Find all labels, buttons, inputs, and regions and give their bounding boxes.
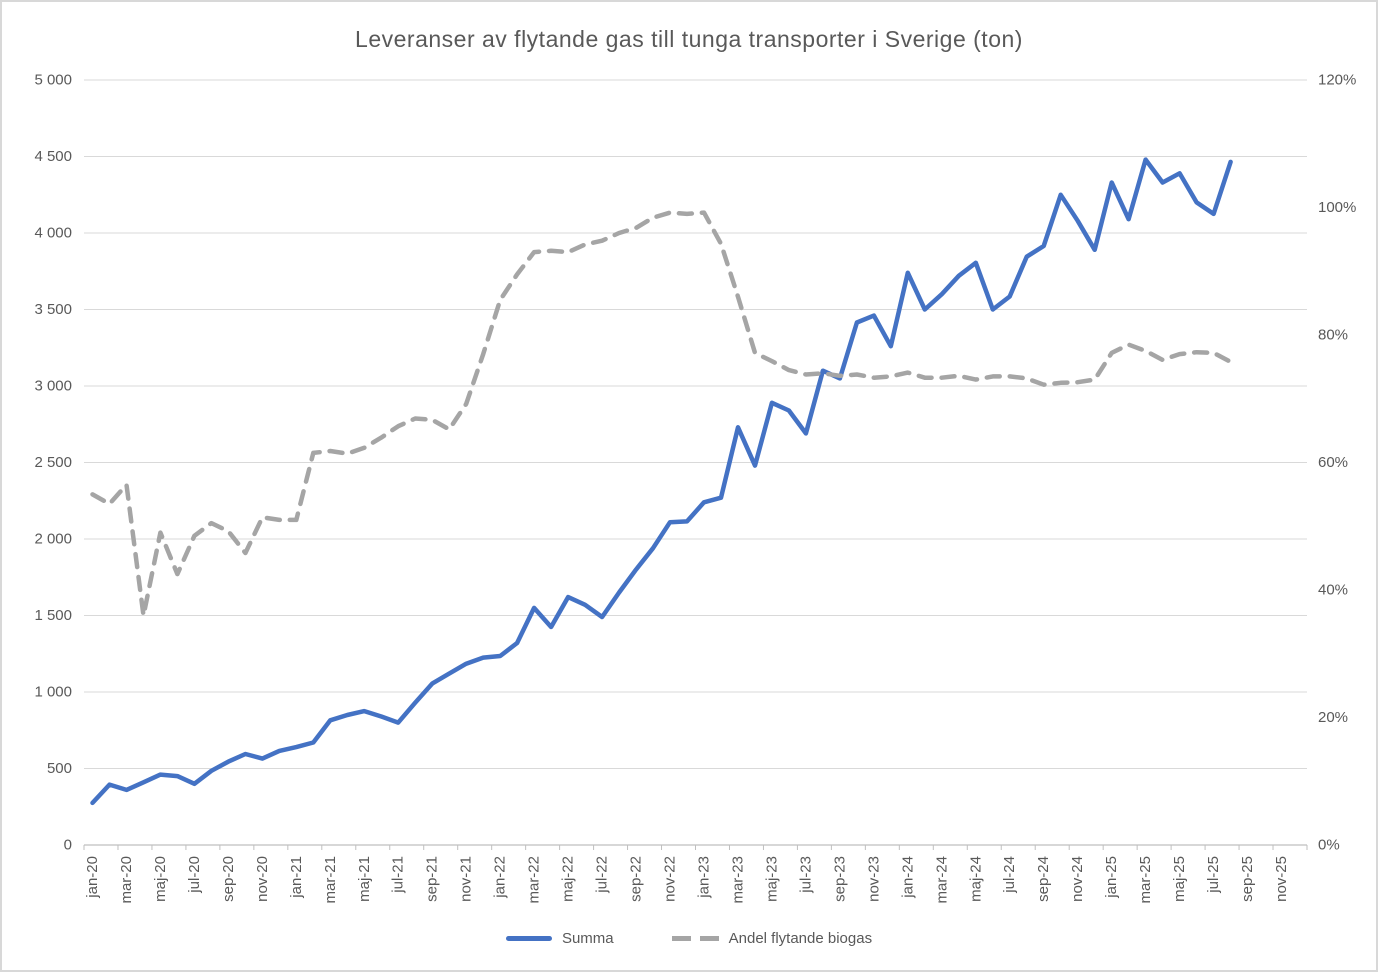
legend-label-andel-flytande-biogas: Andel flytande biogas <box>728 930 873 947</box>
x-tick-label: jul-25 <box>1205 856 1222 894</box>
y-right-tick-label: 80% <box>1318 327 1348 344</box>
x-tick-label: jan-24 <box>899 856 916 899</box>
x-axis <box>83 844 1308 850</box>
y-left-tick-label: 1 000 <box>34 684 72 701</box>
y-left-tick-label: 4 500 <box>34 148 72 165</box>
x-tick-label: jan-22 <box>492 856 509 899</box>
x-tick-label: nov-25 <box>1273 856 1290 902</box>
x-tick-label: sep-24 <box>1035 856 1052 902</box>
x-tick-label: maj-21 <box>356 856 373 902</box>
x-tick-label: jul-22 <box>594 856 611 894</box>
legend-item-andel-flytande-biogas: Andel flytande biogas <box>671 930 873 947</box>
legend-label-summa: Summa <box>561 930 614 947</box>
y-left-tick-label: 2 000 <box>34 531 72 548</box>
y-axis-right-labels: 0% 20% 40% 60% 80% 100% 120% <box>1318 72 1356 854</box>
y-right-tick-label: 60% <box>1318 454 1348 471</box>
y-left-tick-label: 3 000 <box>34 378 72 395</box>
x-tick-label: nov-23 <box>865 856 882 902</box>
x-tick-label: mar-24 <box>933 856 950 904</box>
y-left-tick-label: 3 500 <box>34 301 72 318</box>
x-tick-label: nov-24 <box>1069 856 1086 902</box>
series-line-summa <box>90 157 1233 806</box>
x-tick-label: maj-25 <box>1171 856 1188 902</box>
x-tick-label: jul-24 <box>1001 856 1018 894</box>
y-axis-left-labels: 0 500 1 000 1 500 2 000 2 500 3 000 3 500 4 000 4… <box>34 72 72 854</box>
x-tick-label: maj-23 <box>763 856 780 902</box>
chart-title: Leveranser av flytande gas till tunga tr… <box>355 26 1023 52</box>
legend-swatch-summa-line <box>505 936 552 941</box>
legend-swatch-andel-line <box>671 936 719 941</box>
x-tick-label: jul-20 <box>186 856 203 894</box>
x-tick-label: nov-20 <box>254 856 271 902</box>
x-tick-label: mar-21 <box>322 856 339 904</box>
x-tick-label: sep-23 <box>831 856 848 902</box>
x-tick-label: jan-21 <box>288 856 305 899</box>
y-right-tick-label: 120% <box>1318 72 1356 89</box>
x-tick-label: sep-21 <box>424 856 441 902</box>
gridlines <box>84 79 1307 769</box>
x-tick-label: maj-20 <box>152 856 169 902</box>
x-tick-label: mar-20 <box>118 856 135 904</box>
x-axis-labels: jan-20 mar-20 maj-20 jul-20 sep-20 nov-20 jan-… <box>84 856 1290 904</box>
x-tick-label: jan-20 <box>84 856 101 899</box>
y-left-tick-label: 1 500 <box>34 607 72 624</box>
x-tick-label: mar-23 <box>729 856 746 904</box>
legend-item-summa: Summa <box>505 930 614 947</box>
x-tick-label: jan-25 <box>1103 856 1120 899</box>
y-left-tick-label: 0 <box>64 837 72 854</box>
x-tick-label: sep-22 <box>628 856 645 902</box>
y-right-tick-label: 0% <box>1318 837 1340 854</box>
x-tick-label: mar-25 <box>1137 856 1154 904</box>
chart-legend: Summa Andel flytande biogas <box>2 930 1376 947</box>
series-line-andel-flytande-biogas <box>90 210 1233 618</box>
y-left-tick-label: 4 000 <box>34 225 72 242</box>
y-right-tick-label: 40% <box>1318 582 1348 599</box>
x-tick-label: maj-22 <box>560 856 577 902</box>
y-left-tick-label: 500 <box>47 760 72 777</box>
x-tick-label: jul-23 <box>797 856 814 894</box>
x-tick-label: sep-25 <box>1239 856 1256 902</box>
x-tick-label: jan-23 <box>695 856 712 899</box>
x-tick-label: nov-22 <box>662 856 679 902</box>
x-tick-label: nov-21 <box>458 856 475 902</box>
y-left-tick-label: 5 000 <box>34 72 72 89</box>
y-left-tick-label: 2 500 <box>34 454 72 471</box>
x-tick-label: jul-21 <box>390 856 407 894</box>
y-right-tick-label: 100% <box>1318 199 1356 216</box>
y-right-tick-label: 20% <box>1318 709 1348 726</box>
x-tick-label: mar-22 <box>526 856 543 904</box>
x-tick-label: maj-24 <box>967 856 984 902</box>
x-tick-label: sep-20 <box>220 856 237 902</box>
